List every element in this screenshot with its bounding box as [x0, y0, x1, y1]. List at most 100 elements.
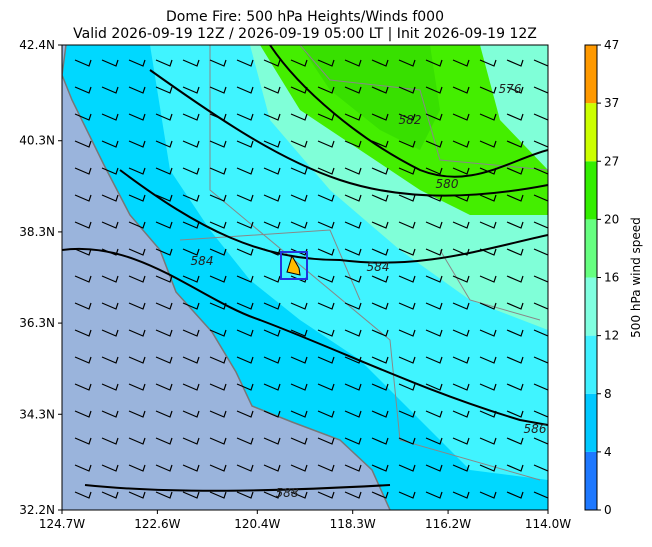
wind-barb [236, 356, 254, 364]
wind-barb [398, 86, 416, 94]
wind-barb [506, 86, 524, 94]
wind-barb [425, 356, 443, 364]
wind-barb [74, 464, 92, 472]
wind-barb [479, 140, 497, 148]
wind-barb [479, 59, 497, 67]
wind-barb [371, 491, 389, 499]
wind-barb [344, 140, 362, 148]
wind-barb [128, 248, 146, 256]
wind-barb [425, 140, 443, 148]
x-tick-label: 122.6W [134, 517, 180, 531]
wind-barb [290, 194, 308, 202]
wind-barb [209, 275, 227, 283]
wind-barb [182, 464, 200, 472]
wind-barb [263, 140, 281, 148]
wind-barb [317, 383, 335, 391]
wind-barb [425, 86, 443, 94]
wind-barb [452, 329, 470, 337]
wind-barb [128, 140, 146, 148]
wind-barb [101, 437, 119, 445]
wind-barb [317, 464, 335, 472]
wind-barb [371, 329, 389, 337]
wind-barb [452, 248, 470, 256]
wind-barb [101, 248, 119, 256]
wind-barb [182, 86, 200, 94]
wind-barb [533, 248, 548, 256]
wind-barb [398, 383, 416, 391]
contour-label: 586 [524, 422, 547, 436]
wind-barb [452, 302, 470, 310]
wind-barb [182, 275, 200, 283]
wind-barb [533, 491, 548, 499]
wind-barb [344, 491, 362, 499]
wind-barb [128, 194, 146, 202]
colorbar-band [585, 451, 597, 510]
wind-barb [317, 113, 335, 121]
wind-barb [371, 302, 389, 310]
wind-barb [263, 302, 281, 310]
wind-barb [290, 167, 308, 175]
wind-barb [317, 356, 335, 364]
wind-barb [155, 248, 173, 256]
wind-barb [533, 113, 548, 121]
wind-barb [74, 113, 92, 121]
wind-barb [290, 86, 308, 94]
wind-barb [398, 464, 416, 472]
wind-barb [344, 464, 362, 472]
wind-barb [155, 491, 173, 499]
wind-barb [506, 248, 524, 256]
wind-barb [425, 464, 443, 472]
wind-barb [398, 410, 416, 418]
wind-barb [182, 221, 200, 229]
wind-barb [182, 248, 200, 256]
wind-barb [209, 329, 227, 337]
wind-barb [209, 383, 227, 391]
wind-barb [182, 167, 200, 175]
wind-barb [317, 302, 335, 310]
contour-label: 588 [276, 486, 299, 500]
wind-barb [209, 356, 227, 364]
wind-barb [344, 410, 362, 418]
x-tick-label: 124.7W [39, 517, 85, 531]
wind-barb [506, 167, 524, 175]
wind-barb [182, 356, 200, 364]
wind-barb [209, 437, 227, 445]
wind-barb [479, 491, 497, 499]
wind-barb [128, 275, 146, 283]
wind-barb [236, 113, 254, 121]
wind-barb [479, 221, 497, 229]
wind-barb [479, 86, 497, 94]
map [62, 45, 548, 510]
wind-barb [263, 491, 281, 499]
wind-barb [74, 410, 92, 418]
wind-barb [425, 410, 443, 418]
wind-barb [533, 302, 548, 310]
wind-barb [209, 410, 227, 418]
wind-barb [101, 113, 119, 121]
wind-barb [236, 221, 254, 229]
wind-barb [74, 59, 92, 67]
border [179, 45, 548, 481]
wind-barb [533, 383, 548, 391]
wind-barb [506, 221, 524, 229]
wind-barb [371, 167, 389, 175]
wind-barb [236, 86, 254, 94]
wind-barb [101, 167, 119, 175]
wind-barb [425, 167, 443, 175]
wind-barb [533, 410, 548, 418]
wind-barb [425, 302, 443, 310]
wind-barb [344, 302, 362, 310]
wind-barb [209, 302, 227, 310]
colorbar-band [585, 161, 597, 220]
wind-barb [155, 356, 173, 364]
wind-barb [506, 329, 524, 337]
wind-barb [263, 194, 281, 202]
wind-barb [425, 221, 443, 229]
wind-barb [128, 383, 146, 391]
wind-barb [209, 491, 227, 499]
wind-barb [290, 410, 308, 418]
wind-barb [398, 113, 416, 121]
wind-barb [236, 464, 254, 472]
wind-barb [155, 194, 173, 202]
